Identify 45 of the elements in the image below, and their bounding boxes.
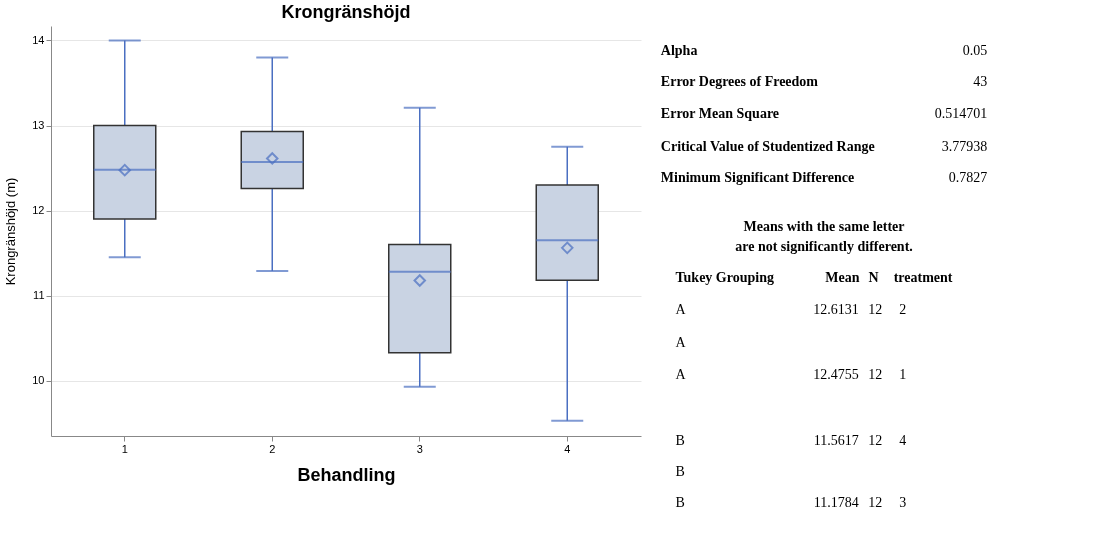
text: 11.5617 xyxy=(813,432,859,448)
y-axis-title: Krongränshöjd (m) xyxy=(3,177,19,286)
y-tick-label: 14 xyxy=(32,33,45,46)
text: 0.7827 xyxy=(948,170,988,186)
text: Mean xyxy=(825,270,860,286)
text: 12.6131 xyxy=(813,302,859,318)
text: 0.514701 xyxy=(934,106,988,122)
x-tick-label: 1 xyxy=(121,442,128,455)
text: Critical Value of Studentized Range xyxy=(660,138,875,154)
text: 43 xyxy=(973,74,988,90)
x-tick-label: 2 xyxy=(269,442,276,455)
text: treatment xyxy=(893,270,953,286)
text: 11.1784 xyxy=(813,495,859,511)
text: 12 xyxy=(868,495,883,511)
text: Alpha xyxy=(660,43,698,59)
text: Error Mean Square xyxy=(660,106,780,122)
x-axis-title: Behandling xyxy=(297,464,396,485)
text: B xyxy=(675,432,685,448)
text: B xyxy=(675,464,685,480)
x-tick-label: 4 xyxy=(564,442,571,455)
y-tick-label: 10 xyxy=(32,374,45,387)
y-tick-label: 12 xyxy=(32,204,45,217)
y-tick-label: 11 xyxy=(33,289,45,302)
text: 1 xyxy=(899,367,907,383)
text: Tukey Grouping xyxy=(675,270,774,286)
x-tick-label: 3 xyxy=(416,442,423,455)
text: Minimum Significant Difference xyxy=(660,170,855,186)
text: 2 xyxy=(899,302,907,318)
text: 3 xyxy=(899,495,907,511)
text: 12.4755 xyxy=(813,367,859,383)
text: A xyxy=(675,334,687,350)
chart-title: Krongränshöjd xyxy=(281,2,411,22)
text: A xyxy=(675,302,687,318)
text: B xyxy=(675,495,685,511)
text: 12 xyxy=(868,302,883,318)
text: Means with the same letter xyxy=(743,219,905,235)
y-tick-label: 13 xyxy=(32,119,45,132)
text: 12 xyxy=(868,432,883,448)
text: A xyxy=(675,367,687,383)
text: are not significantly different. xyxy=(735,238,913,254)
text: 12 xyxy=(868,367,883,383)
text: Error Degrees of Freedom xyxy=(660,74,819,90)
text: 3.77938 xyxy=(941,138,988,154)
text: 0.05 xyxy=(962,43,988,59)
text: N xyxy=(868,270,879,286)
